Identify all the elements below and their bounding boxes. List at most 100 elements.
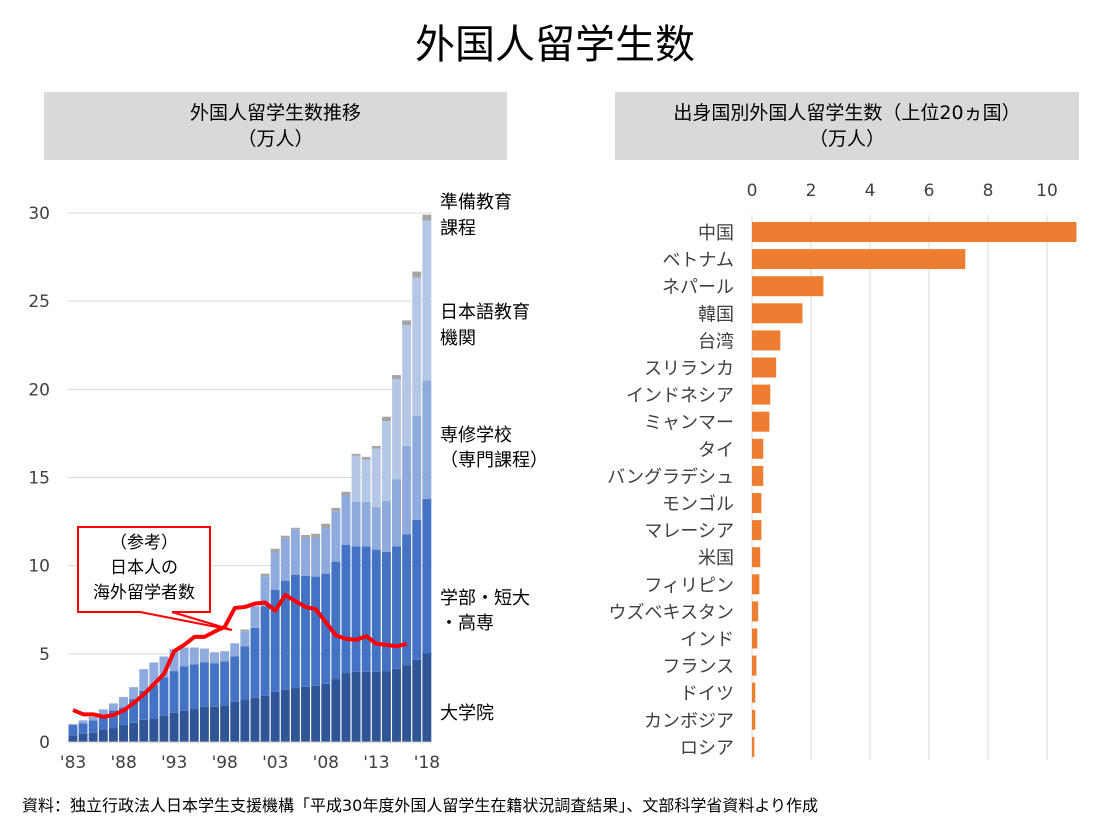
- country-label: 台湾: [698, 331, 734, 352]
- bar-segment: [341, 544, 351, 674]
- bar-segment: [78, 720, 88, 724]
- bar-segment: [119, 707, 128, 726]
- bar-segment: [68, 725, 78, 736]
- bar-segment: [280, 538, 290, 581]
- series-label: 専修学校: [440, 425, 512, 446]
- bar-segment: [422, 380, 432, 499]
- bar-segment: [240, 629, 250, 632]
- bar-segment: [381, 416, 391, 422]
- left-header-title: 外国人留学生数推移: [189, 102, 361, 124]
- y-tick-label: 25: [28, 292, 50, 312]
- bar-segment: [371, 506, 381, 550]
- bar-segment: [88, 732, 98, 742]
- bar-segment: [371, 445, 381, 449]
- bar-segment: [139, 690, 149, 720]
- bar-segment: [392, 479, 401, 547]
- bar-segment: [351, 453, 361, 456]
- bar-segment: [169, 671, 179, 713]
- bar-segment: [169, 649, 179, 672]
- bar-segment: [371, 671, 381, 742]
- bar-segment: [210, 663, 219, 707]
- bar-segment: [88, 716, 98, 721]
- bar-segment: [341, 491, 351, 496]
- bar-segment: [371, 448, 381, 507]
- bar-segment: [240, 646, 250, 701]
- bar-segment: [270, 552, 280, 590]
- country-bar: [752, 357, 777, 378]
- bar-segment: [68, 724, 78, 726]
- x-tick-label: '18: [414, 753, 440, 773]
- bar-segment: [119, 725, 128, 742]
- country-label: ドイツ: [680, 684, 734, 705]
- bar-segment: [98, 716, 108, 731]
- country-label: カンボジア: [644, 711, 734, 732]
- country-bar: [752, 411, 770, 432]
- x-tick-label: 8: [983, 181, 994, 201]
- series-label: 学部・短大: [440, 588, 530, 609]
- bar-segment: [230, 701, 240, 742]
- bar-segment: [402, 534, 412, 666]
- bar-segment: [129, 699, 139, 723]
- bar-segment: [280, 689, 290, 742]
- country-label: ベトナム: [663, 250, 734, 271]
- country-label: ロシア: [680, 738, 734, 759]
- bar-segment: [351, 501, 361, 547]
- bar-segment: [88, 720, 98, 733]
- bar-segment: [412, 271, 422, 278]
- bar-segment: [119, 697, 128, 708]
- bar-segment: [301, 575, 310, 687]
- bar-segment: [280, 580, 290, 690]
- bar-segment: [331, 679, 341, 742]
- bar-segment: [189, 664, 199, 710]
- left-header-unit: （万人）: [237, 128, 314, 150]
- bar-segment: [290, 574, 300, 689]
- series-label: ・高専: [440, 613, 494, 634]
- bar-segment: [280, 535, 290, 539]
- country-label: スリランカ: [644, 359, 734, 380]
- bar-segment: [371, 549, 381, 672]
- bar-segment: [422, 214, 432, 221]
- bar-segment: [412, 415, 422, 520]
- bar-segment: [412, 659, 422, 742]
- bar-segment: [108, 703, 118, 711]
- bar-segment: [179, 710, 189, 742]
- country-bar: [752, 438, 764, 459]
- bar-segment: [290, 529, 300, 575]
- country-bar: [752, 709, 756, 730]
- bar-segment: [189, 647, 199, 665]
- country-bar: [752, 303, 803, 324]
- bar-segment: [331, 507, 341, 512]
- country-bar: [752, 493, 762, 513]
- x-tick-label: 6: [924, 181, 935, 201]
- x-tick-label: 4: [865, 181, 876, 201]
- x-tick-label: 10: [1036, 181, 1058, 201]
- bar-segment: [311, 533, 321, 538]
- bar-segment: [321, 573, 331, 684]
- bar-segment: [381, 671, 391, 742]
- bar-segment: [250, 627, 260, 698]
- bar-segment: [311, 576, 321, 686]
- bar-segment: [210, 706, 219, 742]
- bar-segment: [260, 606, 270, 696]
- bar-segment: [250, 606, 260, 628]
- country-label: バングラデシュ: [607, 467, 734, 488]
- bar-segment: [179, 666, 189, 711]
- bar-segment: [159, 715, 169, 742]
- bar-segment: [179, 647, 189, 667]
- country-label: 中国: [698, 223, 734, 244]
- bar-segment: [331, 561, 341, 680]
- bar-segment: [402, 445, 412, 535]
- bar-segment: [169, 712, 179, 742]
- x-tick-label: '13: [363, 753, 389, 773]
- country-label: モンゴル: [662, 494, 734, 515]
- bar-segment: [381, 500, 391, 552]
- country-bar: [752, 330, 781, 351]
- bar-segment: [402, 665, 412, 742]
- country-bar: [752, 520, 762, 541]
- page-title: 外国人留学生数: [415, 22, 695, 68]
- bar-segment: [361, 459, 371, 502]
- bar-segment: [331, 511, 341, 562]
- country-label: マレーシア: [644, 521, 734, 542]
- bar-segment: [78, 723, 88, 734]
- y-tick-label: 0: [39, 733, 50, 753]
